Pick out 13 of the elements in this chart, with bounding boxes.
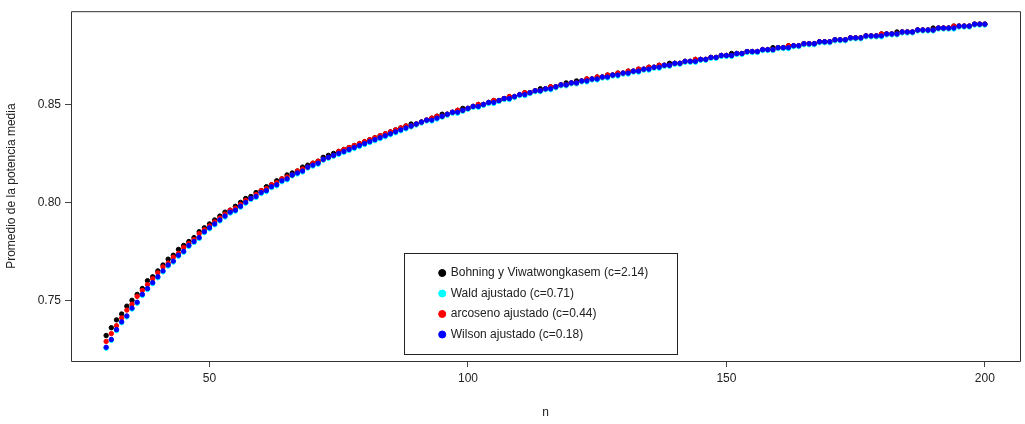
x-tick-label: 200: [974, 370, 996, 385]
y-tick-label: 0.80: [37, 194, 62, 209]
x-tick-label: 50: [202, 370, 217, 385]
legend-label: Bohning y Viwatwongkasem (c=2.14): [450, 265, 649, 280]
x-axis-title: n: [542, 405, 549, 420]
legend-label: Wald ajustado (c=0.71): [450, 285, 575, 300]
y-tick-label: 0.75: [37, 292, 62, 307]
x-tick-label: 150: [716, 370, 737, 385]
y-tick-label: 0.85: [37, 96, 62, 111]
legend-label: Wilson ajustado (c=0.18): [450, 326, 584, 341]
y-axis-title: Promedio de la potencia media: [3, 103, 18, 269]
legend-label: arcoseno ajustado (c=0.44): [450, 306, 597, 321]
x-tick-label: 100: [457, 370, 479, 385]
